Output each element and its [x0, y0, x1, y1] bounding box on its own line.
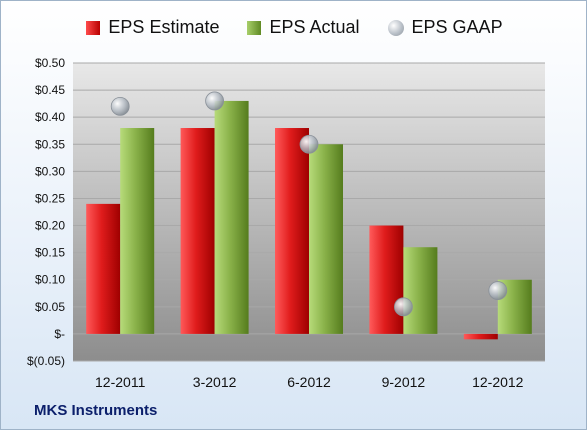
bar-eps-estimate: [463, 333, 498, 340]
x-tick-label: 6-2012: [287, 374, 331, 390]
y-axis-ticks: $0.50 $0.45 $0.40 $0.35 $0.30 $0.25 $0.20 $0.15…: [27, 56, 65, 368]
legend-swatch-gaap: [387, 19, 404, 36]
legend-swatch-estimate: [86, 20, 101, 35]
y-tick-label: $0.25: [35, 191, 65, 205]
bars: [86, 100, 532, 340]
y-tick-label: $0.05: [35, 300, 65, 314]
bar-eps-estimate: [86, 203, 121, 334]
y-tick-label: $-: [54, 327, 65, 341]
bar-eps-actual: [120, 128, 155, 334]
x-tick-label: 12-2011: [95, 374, 146, 390]
marker-eps-gaap: [110, 96, 130, 116]
legend-item-gaap: EPS GAAP: [387, 17, 503, 38]
y-tick-label: $(0.05): [27, 354, 65, 368]
bar-eps-actual: [309, 144, 343, 334]
marker-eps-gaap: [393, 297, 413, 317]
legend-label-estimate: EPS Estimate: [108, 17, 220, 37]
y-tick-label: $0.30: [35, 164, 65, 178]
legend-swatch-actual: [247, 20, 262, 35]
bar-eps-actual: [214, 100, 249, 334]
y-tick-label: $0.40: [35, 110, 65, 124]
bar-eps-estimate: [275, 128, 309, 334]
marker-eps-gaap: [488, 281, 508, 300]
legend-item-actual: EPS Actual: [247, 17, 360, 38]
y-tick-label: $0.15: [35, 246, 65, 260]
gaap-markers: [110, 91, 508, 317]
marker-eps-gaap: [299, 134, 319, 154]
y-tick-label: $0.10: [35, 273, 65, 287]
legend-item-estimate: EPS Estimate: [86, 17, 219, 38]
y-tick-label: $0.45: [35, 83, 65, 97]
bar-eps-estimate: [180, 128, 215, 334]
x-axis-ticks: 12-2011 3-2012 6-2012 9-2012 12-2012: [95, 374, 524, 390]
legend-label-actual: EPS Actual: [269, 17, 360, 37]
legend: EPS Estimate EPS Actual EPS GAAP: [1, 17, 587, 38]
y-tick-label: $0.20: [35, 219, 65, 233]
x-tick-label: 9-2012: [382, 374, 426, 390]
y-tick-label: $0.50: [35, 56, 65, 70]
bar-eps-estimate: [369, 225, 404, 334]
company-label: MKS Instruments: [34, 402, 158, 419]
x-tick-label: 3-2012: [193, 374, 237, 390]
marker-eps-gaap: [205, 91, 225, 111]
bar-eps-actual: [403, 247, 438, 334]
y-tick-label: $0.35: [35, 137, 65, 151]
x-tick-label: 12-2012: [472, 374, 524, 390]
legend-label-gaap: EPS GAAP: [411, 17, 503, 37]
